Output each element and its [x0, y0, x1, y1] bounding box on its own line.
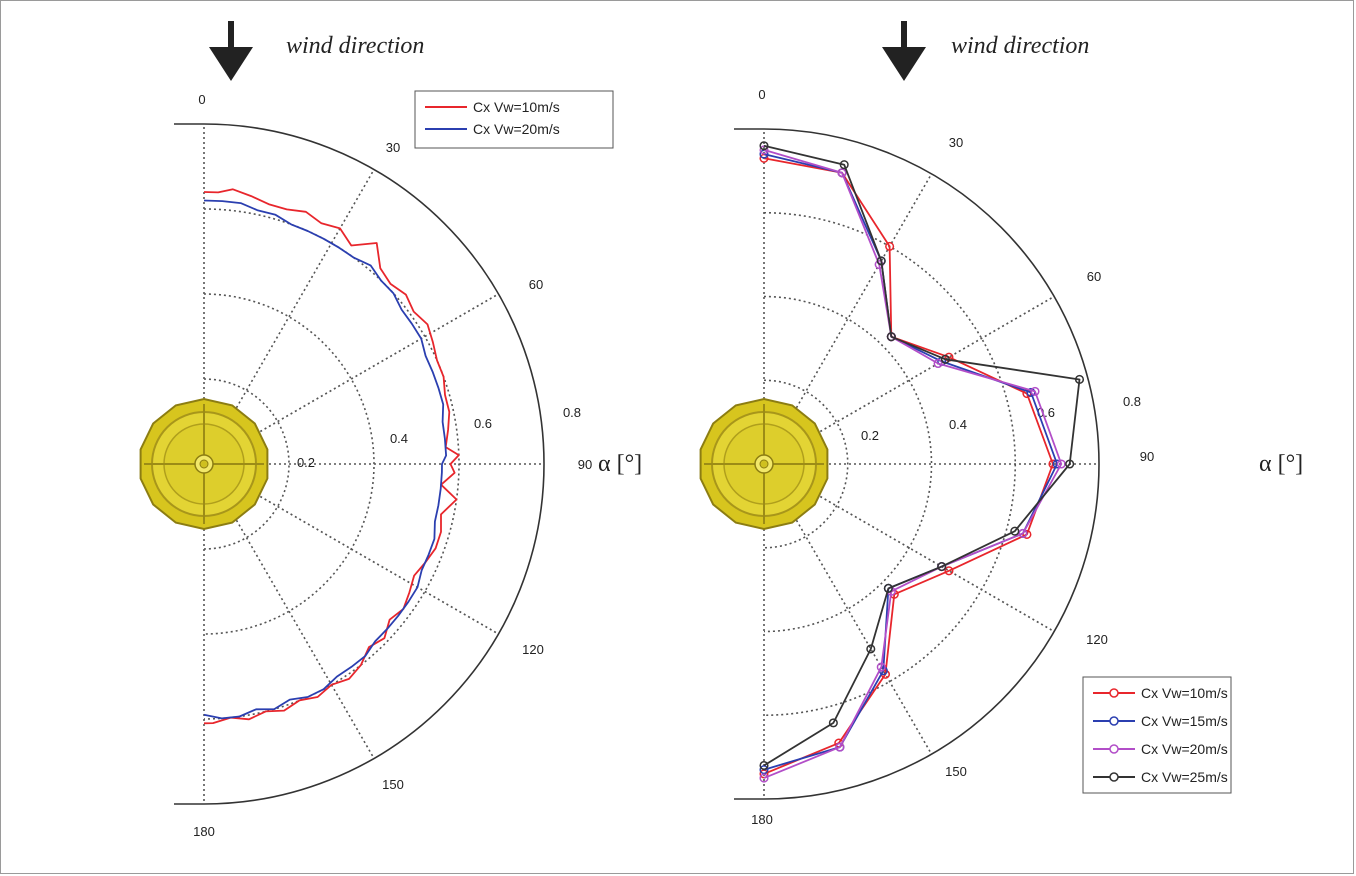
- legend-box: [1082, 676, 1232, 794]
- radial-tick-label: 0.2: [861, 428, 879, 443]
- angle-tick-label: 30: [949, 135, 963, 150]
- angle-tick-label: 90: [578, 457, 592, 472]
- data-point: [759, 760, 769, 771]
- outer-axis: [734, 128, 1100, 800]
- legend: Cx Vw=10m/s Cx Vw=15m/s Cx Vw=20m/s Cx Vw=2…: [1082, 676, 1232, 794]
- data-point: [835, 742, 845, 752]
- angle-tick-label: 120: [522, 642, 544, 657]
- data-point: [1074, 374, 1085, 385]
- hub-bolt-icon: [759, 459, 769, 469]
- angle-tick-label: 150: [945, 764, 967, 779]
- data-point: [1010, 526, 1020, 536]
- data-point: [886, 332, 896, 342]
- angle-tick-label: 0: [198, 92, 205, 107]
- angle-tick-label: 60: [529, 277, 543, 292]
- radial-gridline: [763, 295, 933, 633]
- data-point: [1030, 386, 1040, 396]
- radial-gridline: [763, 211, 1017, 717]
- wind-direction-label: wind direction: [951, 33, 1089, 59]
- data-point: [883, 583, 893, 593]
- data-point: [1065, 459, 1075, 469]
- angle-tick-label: 180: [193, 824, 215, 839]
- data-point: [837, 168, 847, 178]
- data-point: [1056, 459, 1066, 469]
- data-point: [1018, 528, 1028, 538]
- legend: Cx Vw=10m/s Cx Vw=20m/s: [414, 90, 614, 149]
- data-point: [866, 644, 876, 654]
- hub-icon: [699, 397, 829, 531]
- radial-tick-label: 0.8: [563, 405, 581, 420]
- radial-tick-label: 0.4: [390, 431, 408, 446]
- data-point: [937, 562, 947, 572]
- angle-tick-label: 0: [758, 87, 765, 102]
- data-point: [940, 354, 950, 364]
- angle-tick-label: 60: [1087, 269, 1101, 284]
- legend-label: Cx Vw=10m/s: [1141, 685, 1228, 701]
- wind-arrowhead-icon: [209, 47, 253, 81]
- data-point: [944, 566, 954, 576]
- data-point: [876, 256, 886, 266]
- legend-marker: [1109, 688, 1119, 698]
- legend-label: Cx Vw=15m/s: [1141, 713, 1228, 729]
- data-point: [759, 765, 769, 775]
- series-line: [203, 188, 460, 725]
- legend-marker: [1109, 744, 1119, 754]
- legend-box: [414, 90, 614, 149]
- data-point: [828, 718, 838, 728]
- angle-tick-label: 30: [386, 140, 400, 155]
- outer-axis: [174, 123, 545, 805]
- angle-tick-label: 120: [1086, 632, 1108, 647]
- legend-label: Cx Vw=20m/s: [473, 121, 560, 137]
- radial-tick-label: 0.2: [297, 455, 315, 470]
- wind-arrowhead-icon: [882, 47, 926, 81]
- legend-label: Cx Vw=10m/s: [473, 99, 560, 115]
- angle-axis-label: α [°]: [1259, 451, 1303, 477]
- radial-tick-label: 0.8: [1123, 394, 1141, 409]
- series-line: [203, 199, 447, 720]
- radial-tick-label: 0.4: [949, 417, 967, 432]
- radial-tick-label: 0.6: [474, 416, 492, 431]
- wind-arrow-icon: [901, 21, 907, 49]
- legend-marker: [1109, 716, 1119, 726]
- data-point: [759, 141, 769, 151]
- angle-tick-label: 180: [751, 812, 773, 827]
- angle-tick-label: 150: [382, 777, 404, 792]
- legend-label: Cx Vw=25m/s: [1141, 769, 1228, 785]
- wind-direction-label: wind direction: [286, 33, 424, 59]
- legend-marker: [1109, 772, 1119, 782]
- data-point: [1022, 529, 1032, 539]
- angle-tick-label: 90: [1140, 449, 1154, 464]
- series-line: [763, 144, 1081, 767]
- data-point: [933, 358, 943, 369]
- radial-gridline: [763, 379, 849, 549]
- hub-bolt-icon: [199, 459, 209, 469]
- legend-label: Cx Vw=20m/s: [1141, 741, 1228, 757]
- data-point: [876, 662, 886, 672]
- data-point: [885, 241, 895, 251]
- data-point: [759, 773, 769, 783]
- angle-axis-label: α [°]: [598, 451, 642, 477]
- wind-arrow-icon: [228, 21, 234, 49]
- hub-icon: [139, 397, 269, 531]
- data-point: [839, 160, 849, 170]
